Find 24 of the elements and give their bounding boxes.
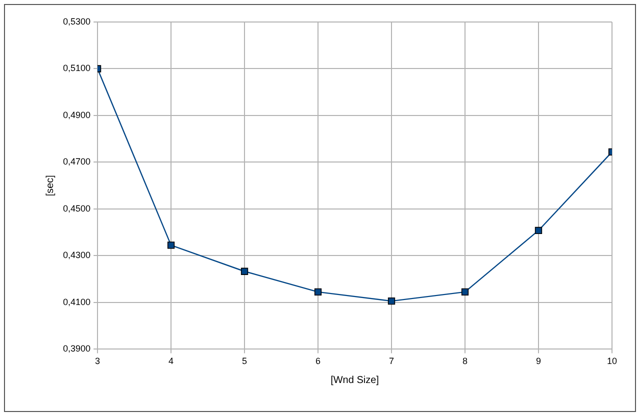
y-tick-label: 0,5100 (62, 63, 91, 74)
y-tick-label: 0,5300 (62, 16, 91, 26)
x-tick-label: 4 (168, 356, 174, 366)
x-tick-label: 9 (536, 356, 542, 366)
x-tick-label: 7 (389, 356, 394, 366)
y-axis-title: [sec] (44, 174, 56, 196)
y-tick-label: 0,4500 (62, 203, 91, 214)
x-tick-label: 8 (462, 356, 468, 366)
y-tick-label: 0,4900 (62, 110, 91, 120)
x-tick-label: 6 (316, 356, 321, 366)
x-tick-label: 3 (95, 356, 100, 366)
point (314, 288, 322, 296)
y-tick-label: 0,4100 (62, 296, 91, 307)
x-tick-label: 10 (606, 356, 618, 366)
point (461, 288, 469, 296)
point (240, 268, 248, 275)
point (534, 226, 542, 234)
point (388, 297, 396, 305)
x-tick-label: 5 (242, 356, 248, 366)
y-tick-label: 0,4700 (62, 156, 91, 167)
y-tick-label: 0,4300 (62, 250, 91, 260)
y-tick-label: 0,3900 (62, 344, 91, 354)
x-axis-title: [Wnd Size] (330, 374, 380, 386)
point (167, 242, 175, 249)
